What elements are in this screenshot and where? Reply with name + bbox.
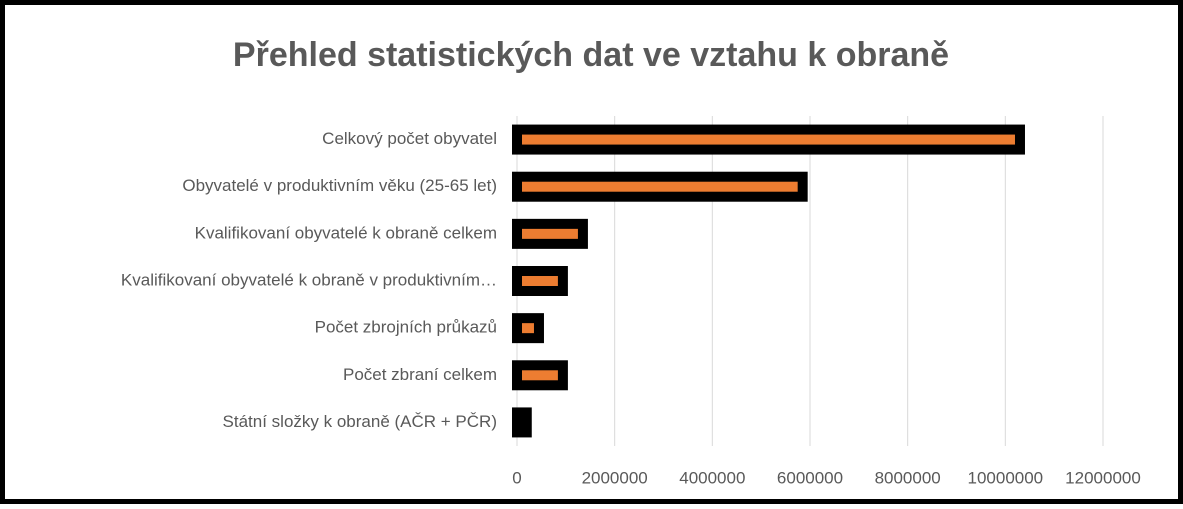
bar [512,171,808,202]
chart-title: Přehled statistických dat ve vztahu k ob… [233,36,949,74]
bar [512,124,1025,155]
x-tick-label: 4000000 [679,468,745,487]
x-tick-label: 0 [512,468,521,487]
y-tick-label: Státní složky k obraně (AČR + PČR) [223,412,497,431]
x-tick-label: 2000000 [582,468,648,487]
y-tick-label: Počet zbrojních průkazů [315,318,497,337]
y-tick-label: Obyvatelé v produktivním věku (25-65 let… [182,176,497,195]
bar [512,313,544,344]
y-tick-label: Kvalifikovaní obyvatelé k obraně v produ… [121,270,497,289]
bar [512,407,532,438]
y-tick-label: Počet zbraní celkem [343,365,497,384]
x-tick-label: 10000000 [968,468,1044,487]
x-tick-label: 12000000 [1065,468,1141,487]
x-tick-label: 8000000 [875,468,941,487]
bar [512,266,568,296]
y-tick-label: Kvalifikovaní obyvatelé k obraně celkem [195,223,497,242]
x-tick-label: 6000000 [777,468,843,487]
bar [512,360,568,391]
bar [512,218,588,249]
y-tick-label: Celkový počet obyvatel [322,129,497,148]
